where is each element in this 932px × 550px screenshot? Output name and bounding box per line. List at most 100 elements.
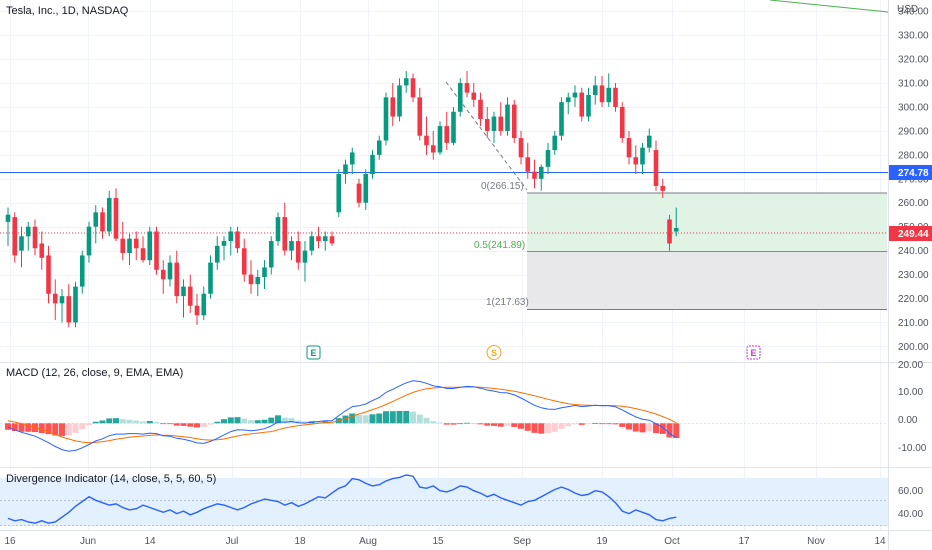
- candle[interactable]: [100, 207, 105, 239]
- candle[interactable]: [343, 159, 348, 184]
- candle[interactable]: [538, 164, 544, 191]
- candle[interactable]: [505, 97, 510, 136]
- candle[interactable]: [208, 255, 213, 299]
- candle[interactable]: [127, 233, 132, 266]
- candle[interactable]: [619, 102, 625, 143]
- candle[interactable]: [336, 169, 342, 218]
- candle[interactable]: [579, 87, 585, 122]
- divergence-pane[interactable]: [7, 474, 677, 524]
- time-axis[interactable]: 16 Jun 14 Jul 18 Aug 15 Sep 19 Oct 17 Nov 14: [4, 536, 886, 547]
- candle[interactable]: [552, 130, 558, 155]
- candle[interactable]: [167, 255, 173, 287]
- candle[interactable]: [518, 130, 524, 165]
- candle[interactable]: [268, 236, 274, 275]
- candle[interactable]: [79, 250, 85, 294]
- candle[interactable]: [667, 214, 672, 251]
- candle[interactable]: [262, 260, 267, 289]
- candle[interactable]: [73, 281, 78, 328]
- candle[interactable]: [241, 238, 247, 282]
- candle[interactable]: [106, 190, 112, 237]
- candle[interactable]: [86, 221, 92, 263]
- candle[interactable]: [410, 73, 416, 103]
- candle[interactable]: [356, 178, 362, 208]
- candle[interactable]: [255, 269, 261, 297]
- candle[interactable]: [653, 140, 659, 191]
- candle[interactable]: [417, 87, 423, 141]
- candle[interactable]: [376, 135, 382, 160]
- candle[interactable]: [66, 284, 72, 328]
- candle[interactable]: [464, 71, 470, 98]
- candle[interactable]: [451, 106, 456, 146]
- candle[interactable]: [309, 231, 315, 256]
- candle[interactable]: [154, 226, 159, 275]
- candle[interactable]: [403, 71, 409, 93]
- candle[interactable]: [289, 236, 294, 261]
- candle[interactable]: [673, 207, 679, 237]
- candle[interactable]: [12, 212, 18, 263]
- candle[interactable]: [397, 78, 402, 122]
- candle[interactable]: [484, 106, 490, 139]
- macd-pane[interactable]: [0, 380, 888, 452]
- trend-line-green[interactable]: [769, 0, 889, 13]
- candle[interactable]: [194, 293, 200, 325]
- candles[interactable]: [5, 71, 679, 328]
- candle[interactable]: [140, 236, 146, 263]
- candle[interactable]: [511, 99, 517, 143]
- candle[interactable]: [363, 169, 369, 210]
- candle[interactable]: [471, 83, 477, 107]
- candle[interactable]: [646, 128, 652, 153]
- candle[interactable]: [592, 75, 598, 105]
- candle[interactable]: [322, 231, 328, 251]
- candle[interactable]: [532, 159, 537, 189]
- candle[interactable]: [235, 226, 240, 254]
- candle[interactable]: [282, 202, 288, 256]
- candle[interactable]: [430, 130, 436, 160]
- candle[interactable]: [390, 83, 396, 127]
- candle[interactable]: [39, 231, 45, 270]
- candle[interactable]: [559, 97, 564, 141]
- candle[interactable]: [478, 92, 483, 127]
- candle[interactable]: [370, 150, 375, 179]
- candle[interactable]: [248, 260, 254, 294]
- candle[interactable]: [498, 102, 504, 136]
- candle[interactable]: [437, 121, 443, 155]
- candle[interactable]: [457, 78, 463, 117]
- candle[interactable]: [160, 260, 166, 294]
- candle[interactable]: [491, 111, 497, 143]
- candle[interactable]: [599, 75, 605, 107]
- candle[interactable]: [302, 241, 308, 282]
- candle[interactable]: [383, 92, 389, 146]
- candle[interactable]: [444, 111, 450, 151]
- candle[interactable]: [221, 236, 227, 261]
- candle[interactable]: [633, 145, 639, 175]
- candle[interactable]: [5, 207, 11, 246]
- candle[interactable]: [133, 231, 139, 261]
- candle[interactable]: [424, 116, 429, 155]
- candle[interactable]: [525, 142, 531, 179]
- earnings-icon[interactable]: E: [306, 345, 321, 360]
- candle[interactable]: [349, 147, 355, 175]
- candle[interactable]: [606, 73, 612, 107]
- candle[interactable]: [329, 231, 335, 246]
- candle[interactable]: [545, 142, 551, 175]
- candle[interactable]: [187, 274, 193, 313]
- estimated-earnings-icon[interactable]: E: [746, 345, 761, 360]
- candle[interactable]: [201, 286, 207, 321]
- candle[interactable]: [295, 231, 301, 270]
- candle[interactable]: [46, 245, 51, 304]
- candle[interactable]: [59, 288, 65, 323]
- candle[interactable]: [228, 226, 234, 256]
- candle[interactable]: [565, 92, 571, 115]
- split-icon[interactable]: S: [486, 345, 502, 360]
- candle[interactable]: [613, 83, 618, 112]
- candle[interactable]: [275, 212, 281, 246]
- candle[interactable]: [640, 142, 645, 175]
- candle[interactable]: [586, 87, 591, 122]
- candle[interactable]: [120, 221, 126, 261]
- candle[interactable]: [32, 219, 38, 256]
- candle[interactable]: [52, 279, 58, 321]
- candle[interactable]: [25, 221, 31, 251]
- candle[interactable]: [181, 279, 186, 318]
- candle[interactable]: [626, 130, 632, 165]
